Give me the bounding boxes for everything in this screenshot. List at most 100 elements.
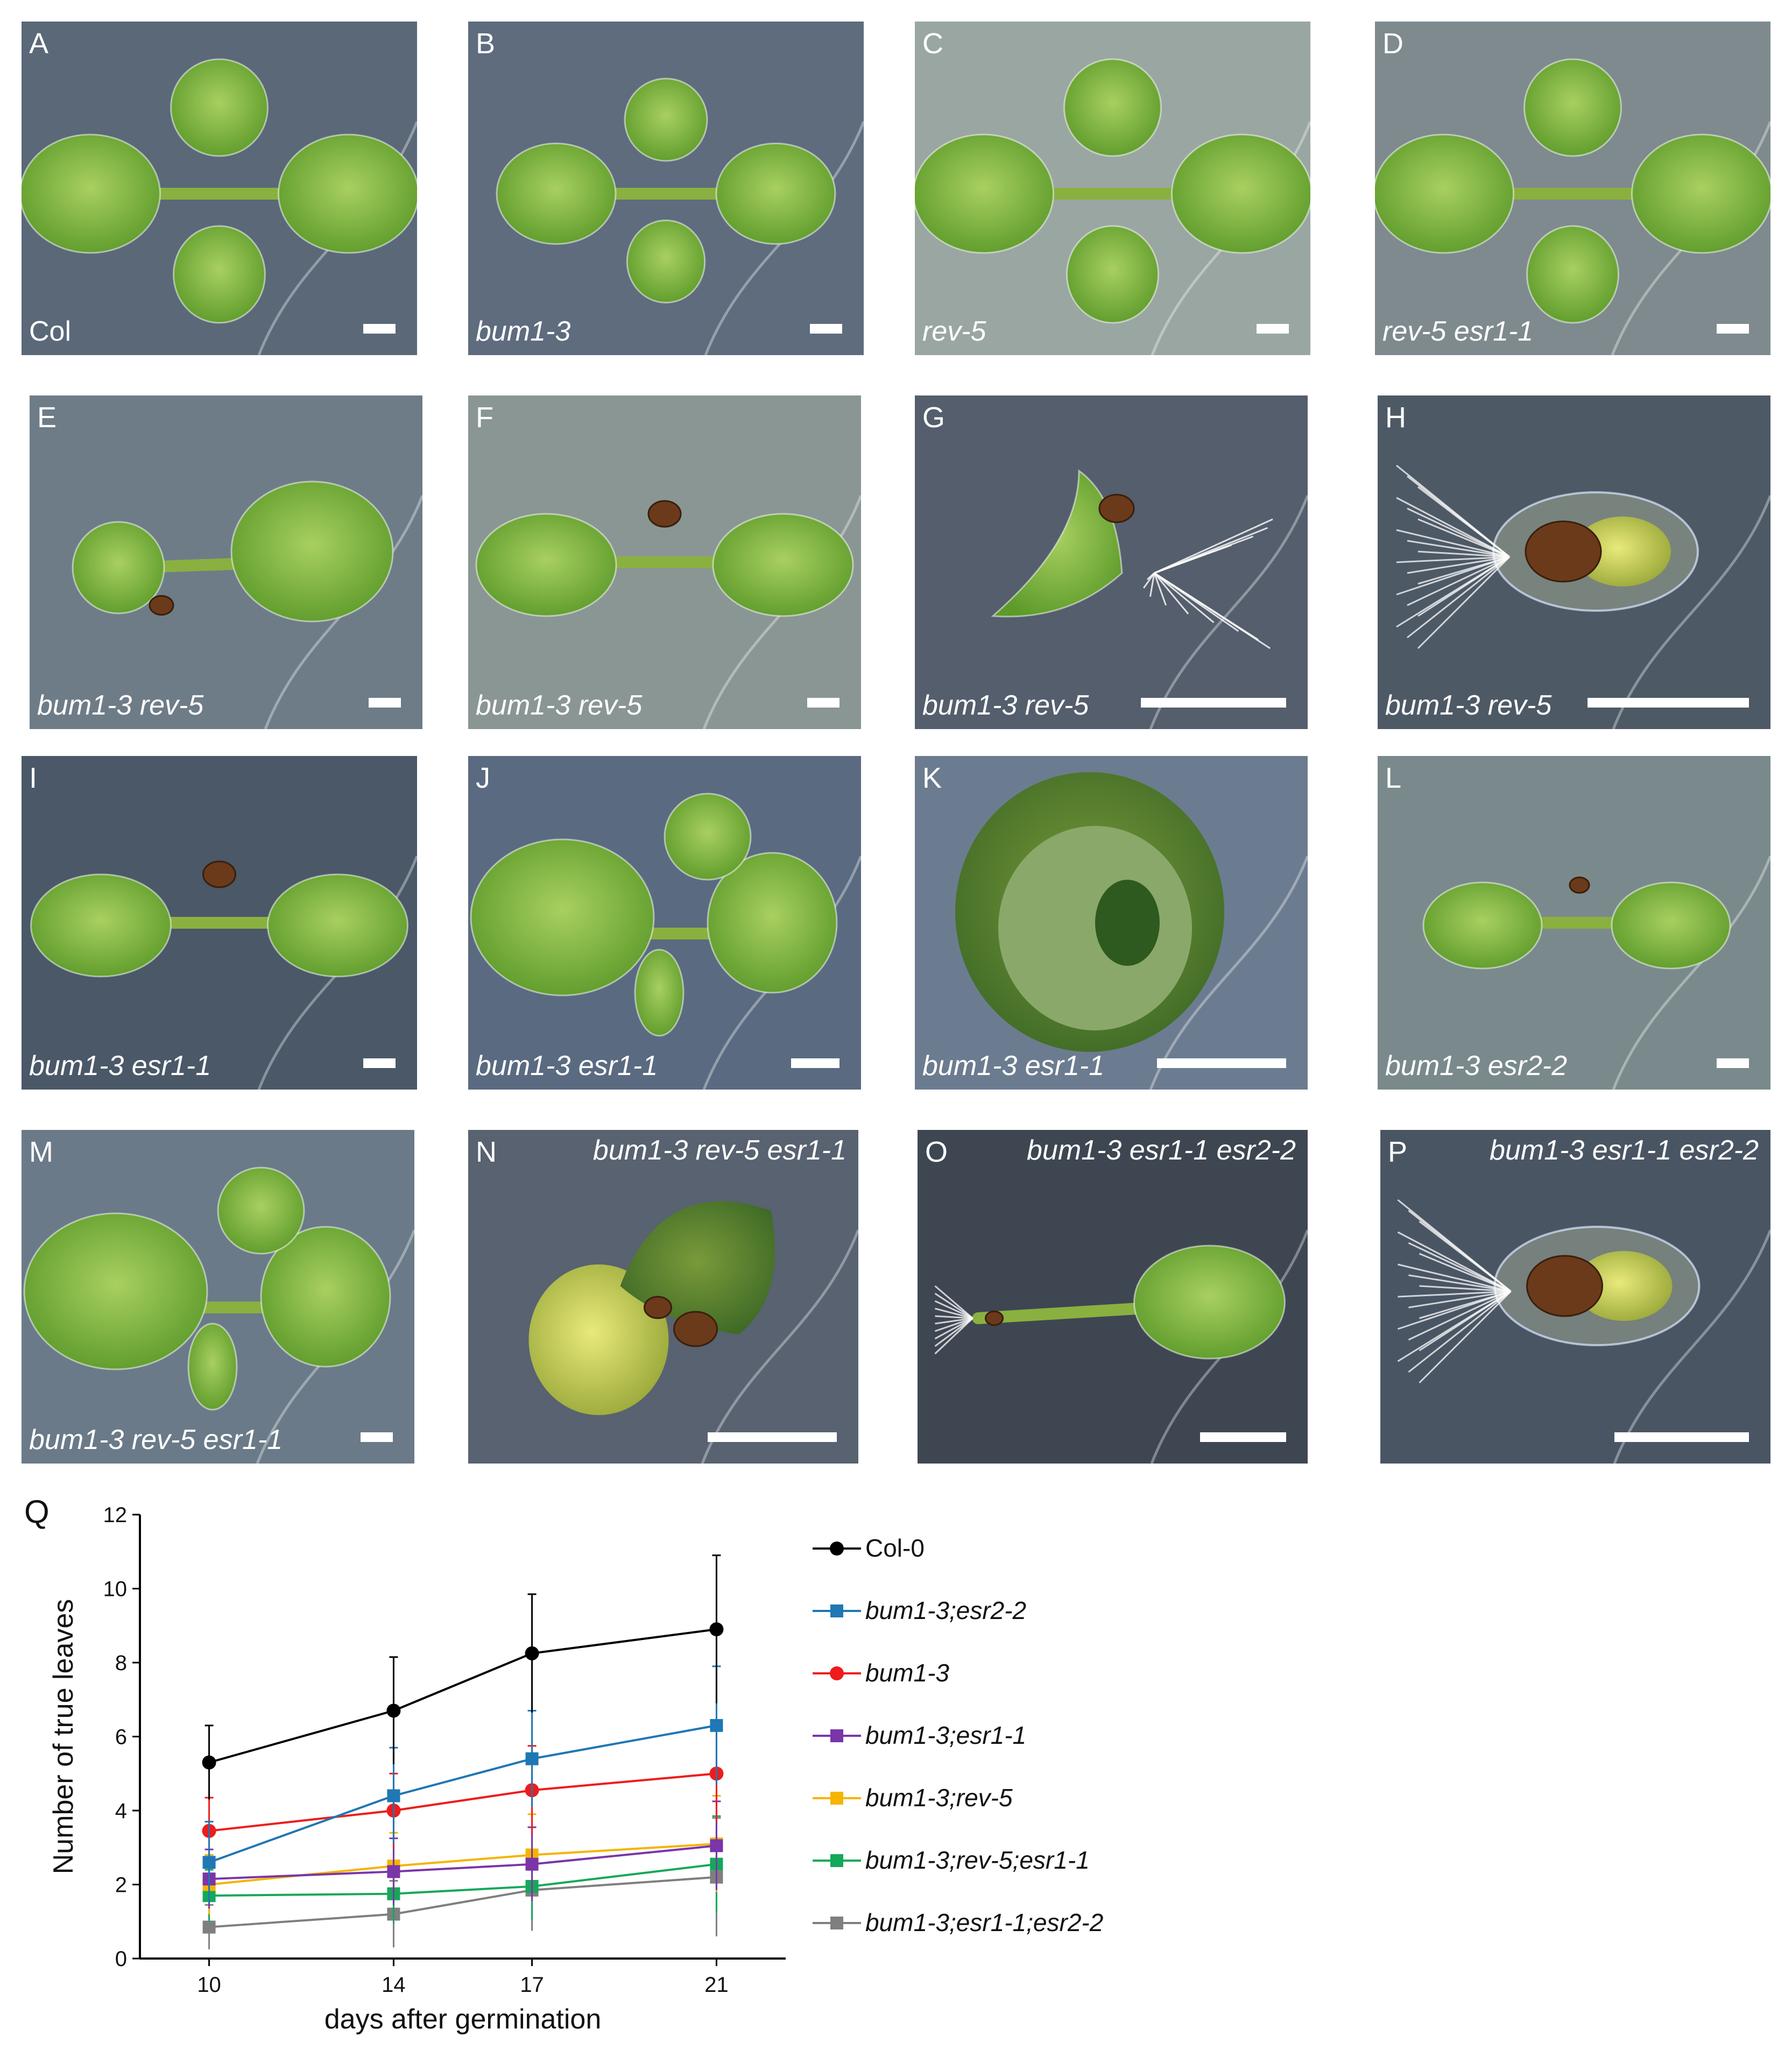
legend-swatch xyxy=(813,1854,861,1867)
panel-genotype-label: bum1-3 esr1-1 esr2-2 xyxy=(1490,1135,1759,1166)
panel-photo xyxy=(496,77,864,355)
y-tick-label: 12 xyxy=(103,1503,128,1527)
scale-bar xyxy=(1200,1432,1286,1442)
y-tick-label: 4 xyxy=(115,1799,127,1823)
legend-item: bum1-3;esr2-2 xyxy=(807,1596,1292,1658)
scale-bar xyxy=(1257,324,1289,334)
legend-item: bum1-3;rev-5 xyxy=(807,1783,1292,1846)
panel-letter: F xyxy=(476,401,493,434)
panel-genotype-label: bum1-3 rev-5 xyxy=(1385,690,1552,721)
panel-letter: A xyxy=(29,27,49,60)
panel-genotype-label: bum1-3 xyxy=(476,316,571,347)
data-point xyxy=(202,1856,216,1869)
y-tick-label: 8 xyxy=(115,1651,127,1675)
seedling-drawing xyxy=(23,1167,414,1464)
x-axis-label: days after germination xyxy=(324,2004,602,2035)
legend-swatch xyxy=(813,1792,861,1805)
series-line xyxy=(209,1876,717,1928)
scale-bar xyxy=(1141,698,1286,708)
leaf-count-chart: Q 0 2 4 6 8 10 12 10 14 17 21 days after germination… xyxy=(24,1494,786,2035)
scale-bar xyxy=(1717,1058,1749,1068)
panel-photo xyxy=(30,856,417,1090)
panel-genotype-label: bum1-3 rev-5 xyxy=(37,690,204,721)
panel-genotype-label: bum1-3 esr1-1 esr2-2 xyxy=(1027,1135,1296,1166)
panel-photo xyxy=(955,772,1308,1090)
y-tick-label: 10 xyxy=(103,1578,128,1601)
panel-letter: I xyxy=(29,762,38,794)
panel-letter: P xyxy=(1388,1136,1408,1168)
scale-bar xyxy=(807,698,839,708)
data-point xyxy=(525,1857,539,1871)
panel-letter: K xyxy=(922,762,942,794)
x-tick-label: 14 xyxy=(382,1973,406,1997)
panel-letter: E xyxy=(37,401,57,434)
legend-item: bum1-3;esr1-1;esr2-2 xyxy=(807,1908,1292,1970)
panel-letter: G xyxy=(922,401,946,434)
legend-swatch xyxy=(813,1542,861,1556)
scale-bar xyxy=(361,1432,393,1442)
scale-bar xyxy=(363,324,396,334)
seedling-drawing xyxy=(991,469,1308,729)
legend-swatch xyxy=(813,1666,861,1680)
data-point xyxy=(387,1789,400,1802)
panel-photo xyxy=(934,1229,1308,1464)
panel-genotype-label: rev-5 xyxy=(922,316,986,347)
photo-panel-a: A Col xyxy=(22,22,417,355)
legend-label: bum1-3 xyxy=(865,1659,949,1687)
chart-panel-letter: Q xyxy=(24,1494,50,1530)
scale-bar xyxy=(1588,698,1749,708)
panel-genotype-label: bum1-3 esr1-1 xyxy=(476,1050,658,1081)
panel-genotype-label: bum1-3 esr1-1 xyxy=(922,1050,1105,1081)
panel-genotype-label: Col xyxy=(29,316,72,347)
seedling-drawing xyxy=(30,856,417,1090)
panel-photo xyxy=(1422,856,1770,1090)
legend-swatch xyxy=(813,1729,861,1742)
panel-genotype-label: bum1-3 rev-5 esr1-1 xyxy=(592,1135,846,1166)
scale-bar xyxy=(708,1432,837,1442)
series-line xyxy=(209,1628,717,1764)
panel-genotype-label: bum1-3 esr2-2 xyxy=(1385,1050,1568,1081)
panel-photo xyxy=(528,1201,858,1464)
panel-genotype-label: bum1-3 rev-5 esr1-1 xyxy=(29,1424,283,1455)
panel-genotype-label: bum1-3 rev-5 xyxy=(922,690,1089,721)
scale-bar xyxy=(791,1058,839,1068)
chart-legend: Col-0 bum1-3;esr2-2 bum1-3 bum1-3;esr1-1 bum… xyxy=(807,1533,1292,1970)
panel-letter: L xyxy=(1385,762,1402,794)
x-tick-label: 21 xyxy=(704,1973,729,1997)
data-point xyxy=(710,1839,723,1853)
seedling-drawing xyxy=(915,58,1310,355)
panel-photo xyxy=(915,58,1310,355)
seedling-drawing xyxy=(22,58,417,355)
panel-letter: D xyxy=(1382,27,1403,60)
scale-bar xyxy=(1157,1058,1286,1068)
data-point xyxy=(386,1703,401,1718)
series-line xyxy=(208,1724,717,1864)
seedling-drawing xyxy=(955,772,1308,1090)
y-axis-label: Number of true leaves xyxy=(48,1599,79,1875)
panel-letter: N xyxy=(476,1136,497,1168)
scale-bar xyxy=(363,1058,396,1068)
series-line xyxy=(209,1863,717,1897)
data-point xyxy=(525,1646,539,1660)
seedling-drawing xyxy=(1422,856,1770,1090)
scale-bar xyxy=(1717,324,1749,334)
series-line xyxy=(209,1844,717,1881)
seedling-drawing xyxy=(528,1201,858,1464)
data-point xyxy=(202,1920,216,1934)
data-point xyxy=(387,1865,400,1878)
data-point xyxy=(525,1752,539,1765)
panel-photo xyxy=(1375,58,1770,355)
panel-photo xyxy=(991,469,1308,729)
